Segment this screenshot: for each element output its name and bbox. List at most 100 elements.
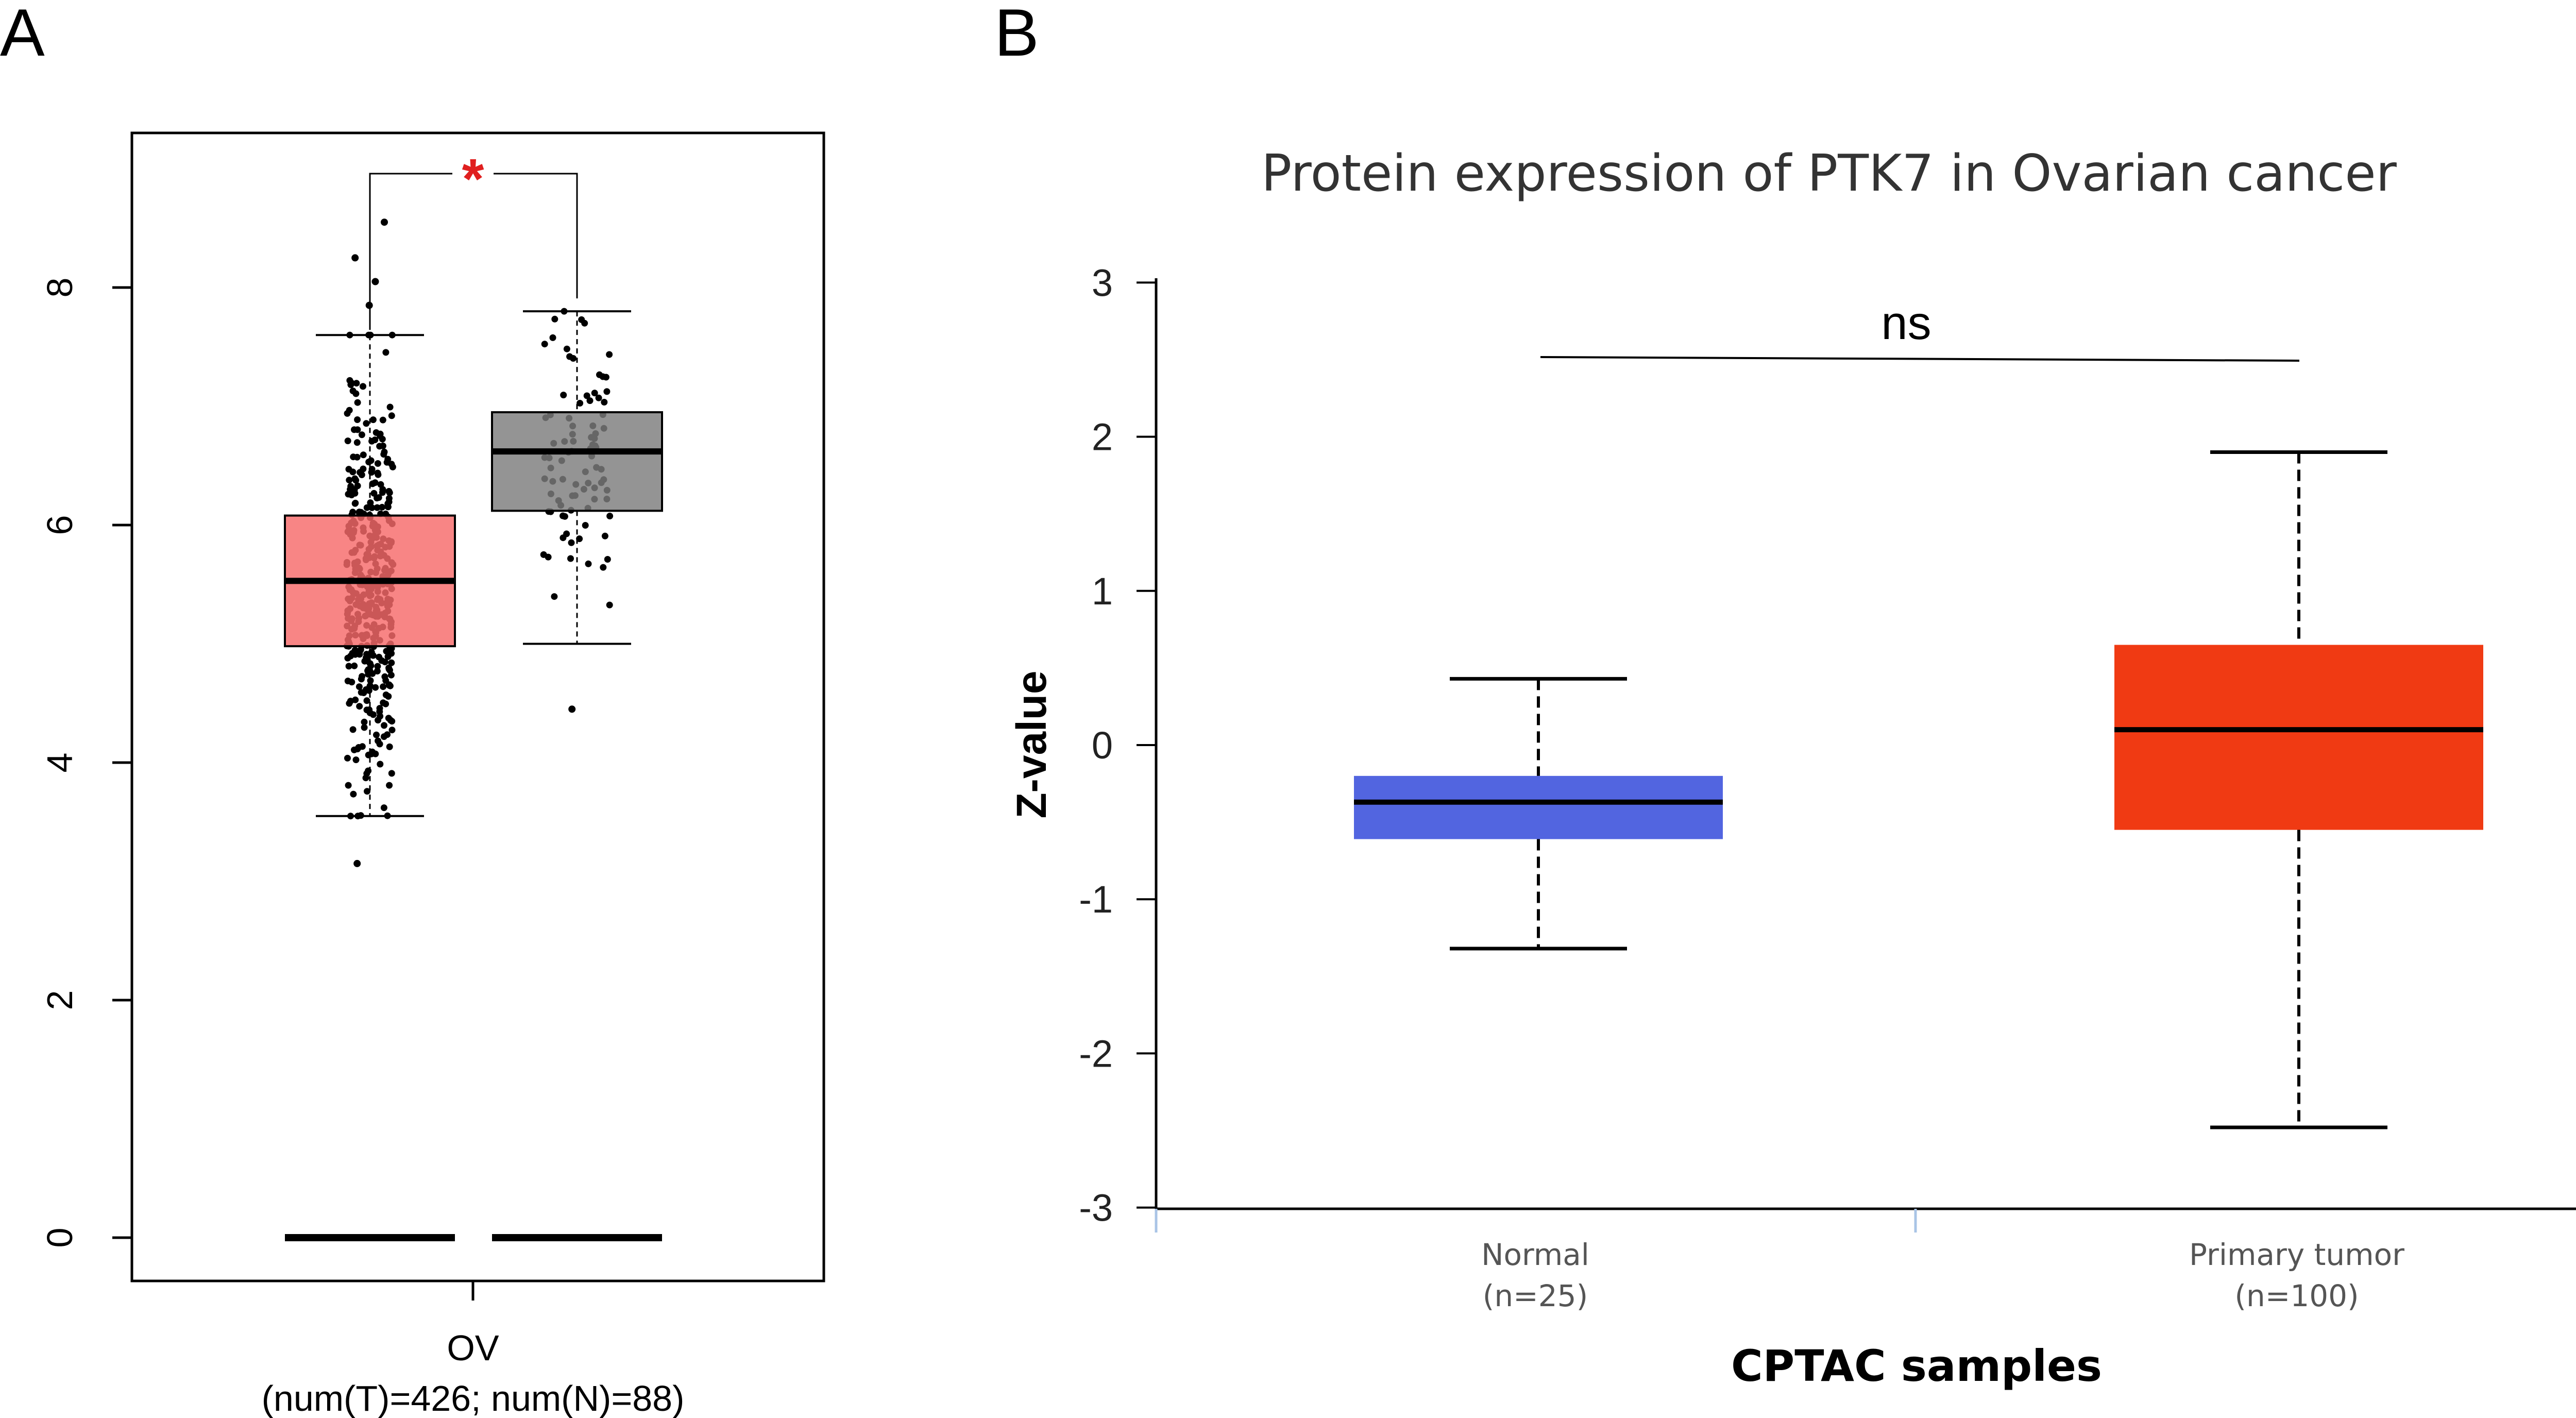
panel-a-data-point <box>363 651 370 658</box>
panel-a-data-point <box>349 726 357 733</box>
panel-a-data-point <box>381 448 388 455</box>
panel-a-outlier-point <box>353 859 361 867</box>
panel-a-data-point <box>351 489 359 497</box>
panel-a-data-point <box>388 650 395 657</box>
panel-a-data-point <box>363 697 370 704</box>
panel-b-significance-label: ns <box>1881 297 1931 349</box>
panel-a-data-point <box>541 341 548 348</box>
panel-a-data-point <box>352 756 360 764</box>
panel-b-y-tick-label: 3 <box>1092 261 1113 304</box>
panel-a-data-point <box>582 522 589 529</box>
panel-b-y-tick-label: -3 <box>1079 1187 1113 1229</box>
panel-a-data-point <box>350 790 357 798</box>
panel-a-data-point <box>354 399 361 406</box>
panel-a-data-point <box>377 761 384 768</box>
panel-a-data-point <box>360 465 367 472</box>
panel-b-box <box>1354 775 1723 839</box>
panel-a-data-point <box>361 724 368 731</box>
panel-a-data-point <box>344 754 351 762</box>
panel-a-data-point <box>361 657 368 665</box>
panel-a-data-point <box>360 383 366 390</box>
panel-a-data-point <box>380 804 387 812</box>
panel-a-data-point <box>372 429 380 436</box>
panel-a-data-point <box>380 683 387 690</box>
panel-b: B Protein expression of PTK7 in Ovarian … <box>994 0 2576 1391</box>
panel-b-y-tick-label: 1 <box>1092 570 1113 613</box>
panel-a-data-point <box>578 316 585 323</box>
panel-a-data-point <box>375 717 382 724</box>
panel-a-data-point <box>356 703 363 710</box>
panel-b-category-count-tumor: (n=100) <box>2234 1278 2359 1313</box>
panel-a-data-point <box>380 733 387 740</box>
panel-a-y-tick-label: 2 <box>40 990 80 1010</box>
panel-a-data-point <box>560 392 567 399</box>
panel-a-category-counts: (num(T)=426; num(N)=88) <box>262 1378 685 1418</box>
panel-a-data-point <box>346 407 353 414</box>
panel-a-data-point <box>379 442 386 449</box>
panel-a-data-point <box>349 387 357 395</box>
panel-a-significance-bracket: * <box>369 147 578 330</box>
panel-a-data-point <box>386 743 393 750</box>
panel-a-data-point <box>603 388 611 395</box>
panel-a-data-point <box>568 539 575 546</box>
panel-a-data-point <box>354 426 361 433</box>
panel-a-data-point <box>355 683 363 690</box>
panel-a-data-point <box>366 706 373 713</box>
panel-a-label: A <box>0 0 45 70</box>
panel-a-outlier-point <box>381 218 388 226</box>
panel-a-data-point <box>367 457 375 464</box>
panel-a-data-point <box>563 345 570 352</box>
panel-a-y-tick-label: 8 <box>40 278 80 298</box>
panel-a-data-point <box>349 650 356 657</box>
panel-a-data-point <box>345 491 352 498</box>
panel-a-data-point <box>549 334 556 341</box>
panel-a-data-point <box>363 420 370 427</box>
panel-a-data-point <box>388 727 396 734</box>
panel-a-data-point <box>353 439 361 446</box>
panel-a-data-point <box>374 504 381 511</box>
panel-a-data-point <box>351 746 358 753</box>
panel-a-data-point <box>567 555 574 562</box>
panel-a-y-tick-label: 0 <box>40 1228 80 1248</box>
panel-a-data-point <box>363 504 370 511</box>
panel-a-data-point <box>601 532 608 539</box>
panel-a-data-point <box>375 471 382 478</box>
panel-a-data-point <box>385 498 393 505</box>
panel-a-data-point <box>385 681 393 688</box>
panel-b-significance-line <box>1540 356 2300 362</box>
panel-a-data-point <box>346 477 353 484</box>
panel-a-data-point <box>563 530 570 537</box>
panel-a-data-point <box>369 416 377 424</box>
panel-a-bracket-gap <box>452 152 494 195</box>
panel-a-data-point <box>383 459 391 466</box>
panel-a-data-point <box>377 481 384 488</box>
panel-a-data-point <box>362 774 369 782</box>
panel-a-data-point <box>361 718 368 725</box>
panel-b-y-axis-label: Z-value <box>1008 670 1055 818</box>
panel-b-boxes <box>1354 450 2483 1129</box>
panel-a-data-point <box>561 513 568 520</box>
panel-a-data-point <box>372 684 379 691</box>
panel-a-data-point <box>606 351 613 358</box>
panel-a-data-point <box>385 693 392 700</box>
panel-b-box <box>2114 645 2483 830</box>
panel-a-data-point <box>387 671 395 679</box>
panel-a-data-point <box>577 400 584 407</box>
panel-a-data-point <box>381 722 387 729</box>
panel-b-y-tick-label: 2 <box>1092 416 1113 459</box>
panel-a-significance-star: * <box>462 147 484 211</box>
panel-a-data-point <box>367 662 375 669</box>
panel-a-data-point <box>600 564 607 571</box>
panel-a-data-point <box>364 788 370 795</box>
panel-a-y-tick-label: 6 <box>40 515 80 535</box>
panel-b-category-label-tumor: Primary tumor <box>2189 1237 2404 1272</box>
panel-b-y-tick-label: -2 <box>1079 1032 1113 1075</box>
panel-a-outlier-point <box>351 254 359 262</box>
panel-a-data-point <box>374 460 381 467</box>
panel-a-data-point <box>545 553 552 561</box>
panel-a-data-point <box>345 782 352 789</box>
panel-a-data-point <box>374 668 381 674</box>
panel-a-data-point <box>360 451 367 459</box>
panel-a-data-point <box>606 513 614 519</box>
panel-a-data-point <box>358 431 365 438</box>
